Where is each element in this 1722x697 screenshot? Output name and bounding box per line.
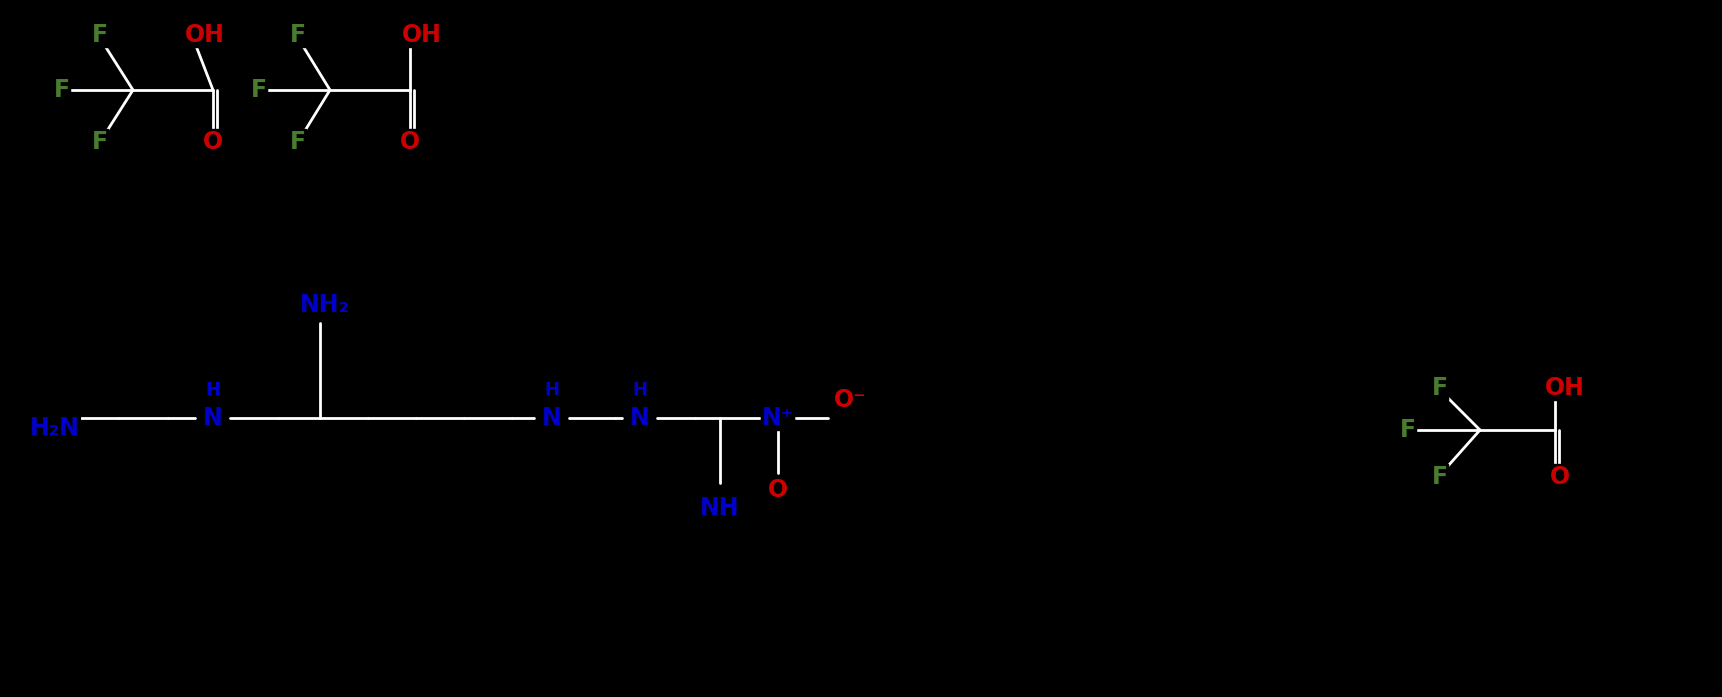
- Text: NH: NH: [701, 496, 740, 520]
- Text: F: F: [91, 130, 108, 154]
- Text: F: F: [1433, 376, 1448, 400]
- Text: N: N: [630, 406, 649, 430]
- Text: O⁻: O⁻: [833, 388, 866, 412]
- Text: F: F: [251, 78, 267, 102]
- Text: O: O: [768, 478, 789, 502]
- Text: F: F: [91, 23, 108, 47]
- Text: F: F: [289, 130, 307, 154]
- Text: H: H: [205, 381, 220, 399]
- Text: H: H: [544, 381, 560, 399]
- Text: F: F: [1400, 418, 1415, 442]
- Text: F: F: [289, 23, 307, 47]
- Text: H: H: [632, 381, 647, 399]
- Text: O: O: [203, 130, 224, 154]
- Text: NH₂: NH₂: [300, 293, 350, 317]
- Text: F: F: [1433, 465, 1448, 489]
- Text: O: O: [400, 130, 420, 154]
- Text: N: N: [542, 406, 561, 430]
- Text: N: N: [203, 406, 222, 430]
- Text: H₂N: H₂N: [29, 416, 79, 440]
- Text: OH: OH: [401, 23, 443, 47]
- Text: O: O: [1550, 465, 1570, 489]
- Text: N⁺: N⁺: [761, 406, 794, 430]
- Text: OH: OH: [184, 23, 226, 47]
- Text: OH: OH: [1545, 376, 1584, 400]
- Text: F: F: [53, 78, 71, 102]
